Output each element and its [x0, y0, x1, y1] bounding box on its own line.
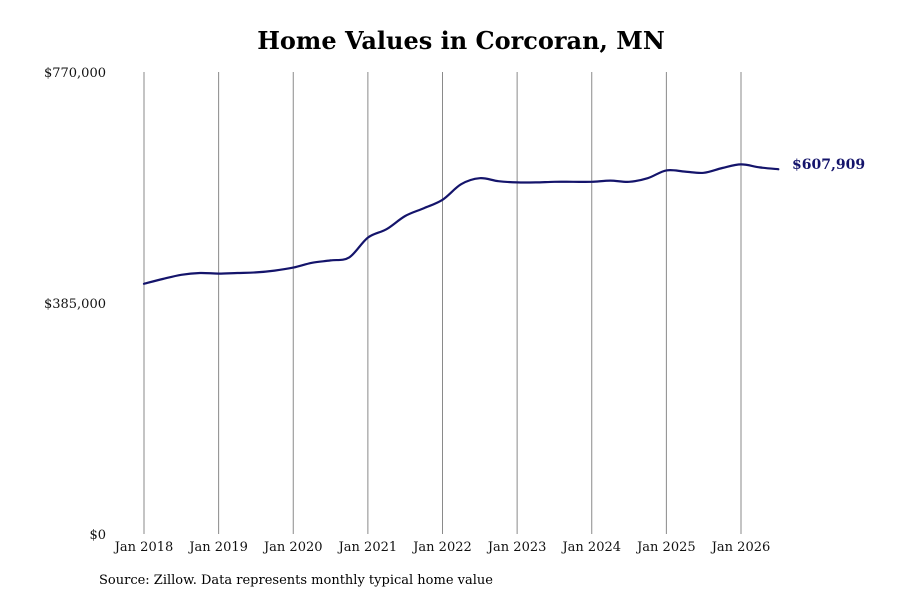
- end-label-layer: $607,909: [792, 157, 865, 173]
- x-tick-label: Jan 2025: [635, 540, 696, 555]
- series-layer: [142, 163, 780, 285]
- x-tick-label: Jan 2022: [411, 540, 472, 555]
- end-value-label: $607,909: [792, 157, 865, 173]
- x-tick-label: Jan 2024: [560, 540, 621, 555]
- series-line: [142, 163, 780, 285]
- x-tick-label: Jan 2018: [113, 540, 174, 555]
- y-tick-label: $770,000: [44, 66, 106, 81]
- grid-lines: [143, 72, 742, 534]
- x-tick-label: Jan 2023: [486, 540, 547, 555]
- x-axis-ticks: Jan 2018 Jan 2019 Jan 2020 Jan 2021 Jan 2022…: [113, 540, 771, 555]
- y-tick-label: $385,000: [44, 297, 106, 312]
- x-tick-label: Jan 2021: [337, 540, 398, 555]
- chart-title: Home Values in Corcoran, MN: [257, 26, 665, 55]
- y-tick-label: $0: [89, 528, 106, 543]
- x-tick-label: Jan 2019: [187, 540, 248, 555]
- source-note: Source: Zillow. Data represents monthly …: [99, 573, 493, 588]
- y-axis-ticks: $0 $385,000 $770,000: [44, 66, 106, 543]
- x-tick-label: Jan 2020: [262, 540, 323, 555]
- x-tick-label: Jan 2026: [710, 540, 771, 555]
